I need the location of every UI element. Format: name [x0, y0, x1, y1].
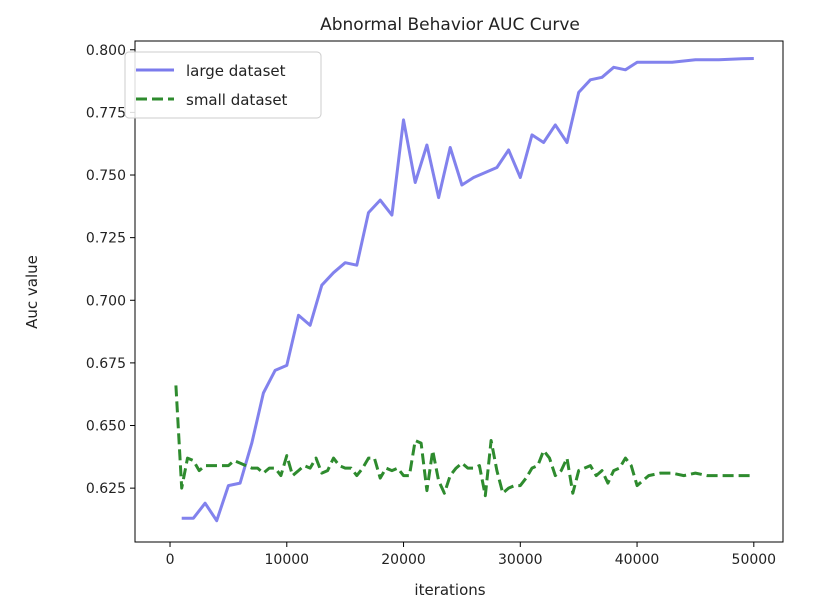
x-tick-label: 20000 — [381, 552, 426, 568]
y-tick-label: 0.750 — [86, 168, 126, 184]
y-axis-label: Auc value — [23, 255, 41, 329]
x-tick-label: 30000 — [498, 552, 543, 568]
legend-label-small-dataset: small dataset — [186, 91, 288, 109]
y-tick-label: 0.725 — [86, 231, 126, 247]
x-tick-label: 50000 — [732, 552, 777, 568]
x-tick-label: 10000 — [265, 552, 310, 568]
y-tick-label: 0.675 — [86, 356, 126, 372]
axes-frame — [134, 40, 784, 543]
y-tick-label: 0.650 — [86, 419, 126, 435]
chart-title: Abnormal Behavior AUC Curve — [320, 15, 580, 35]
series-line-small-dataset — [174, 385, 754, 498]
legend: large dataset small dataset — [124, 51, 322, 119]
legend-label-large-dataset: large dataset — [186, 62, 286, 80]
plot-lines — [174, 57, 754, 523]
y-tick-label: 0.775 — [86, 105, 126, 121]
y-axis: 0.625 0.650 0.675 0.700 0.725 0.750 0.775 0.800 — [86, 43, 135, 497]
x-tick-label: 0 — [166, 552, 175, 568]
y-tick-label: 0.800 — [86, 43, 126, 59]
x-axis-label: iterations — [414, 581, 485, 599]
x-axis: 0 10000 20000 30000 40000 50000 — [166, 542, 777, 568]
series-line-large-dataset — [181, 57, 754, 523]
y-tick-label: 0.625 — [86, 481, 126, 497]
x-tick-label: 40000 — [615, 552, 660, 568]
y-tick-label: 0.700 — [86, 293, 126, 309]
